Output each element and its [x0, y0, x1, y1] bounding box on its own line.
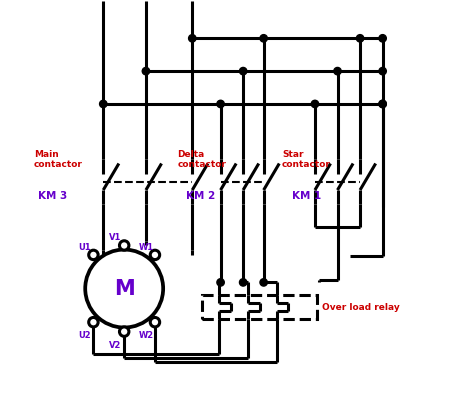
Circle shape [119, 241, 129, 250]
Text: KM 1: KM 1 [292, 191, 322, 201]
Text: U2: U2 [78, 331, 91, 340]
Circle shape [89, 318, 98, 327]
Circle shape [260, 279, 267, 286]
Circle shape [217, 100, 224, 108]
Circle shape [379, 67, 386, 75]
Circle shape [239, 279, 247, 286]
Text: W2: W2 [138, 331, 154, 340]
Circle shape [189, 35, 196, 42]
Circle shape [119, 327, 129, 336]
Circle shape [311, 100, 319, 108]
Circle shape [379, 35, 386, 42]
Text: KM 2: KM 2 [186, 191, 215, 201]
Text: M: M [114, 278, 135, 299]
Circle shape [100, 100, 107, 108]
Circle shape [89, 250, 98, 260]
Circle shape [334, 67, 341, 75]
Text: V2: V2 [109, 341, 121, 350]
Text: Star
contactor: Star contactor [282, 150, 331, 169]
Text: Over load relay: Over load relay [322, 302, 400, 311]
Circle shape [356, 35, 364, 42]
Text: KM 3: KM 3 [38, 191, 67, 201]
Text: W1: W1 [138, 242, 154, 252]
Circle shape [379, 100, 386, 108]
Circle shape [260, 35, 267, 42]
Circle shape [217, 279, 224, 286]
Circle shape [150, 250, 160, 260]
Text: Delta
contactor: Delta contactor [178, 150, 227, 169]
Circle shape [85, 249, 163, 328]
Circle shape [142, 67, 150, 75]
Text: V1: V1 [109, 233, 121, 242]
Text: Main
contactor: Main contactor [34, 150, 83, 169]
Circle shape [239, 67, 247, 75]
Text: U1: U1 [78, 242, 91, 252]
Circle shape [379, 100, 386, 108]
Circle shape [150, 318, 160, 327]
